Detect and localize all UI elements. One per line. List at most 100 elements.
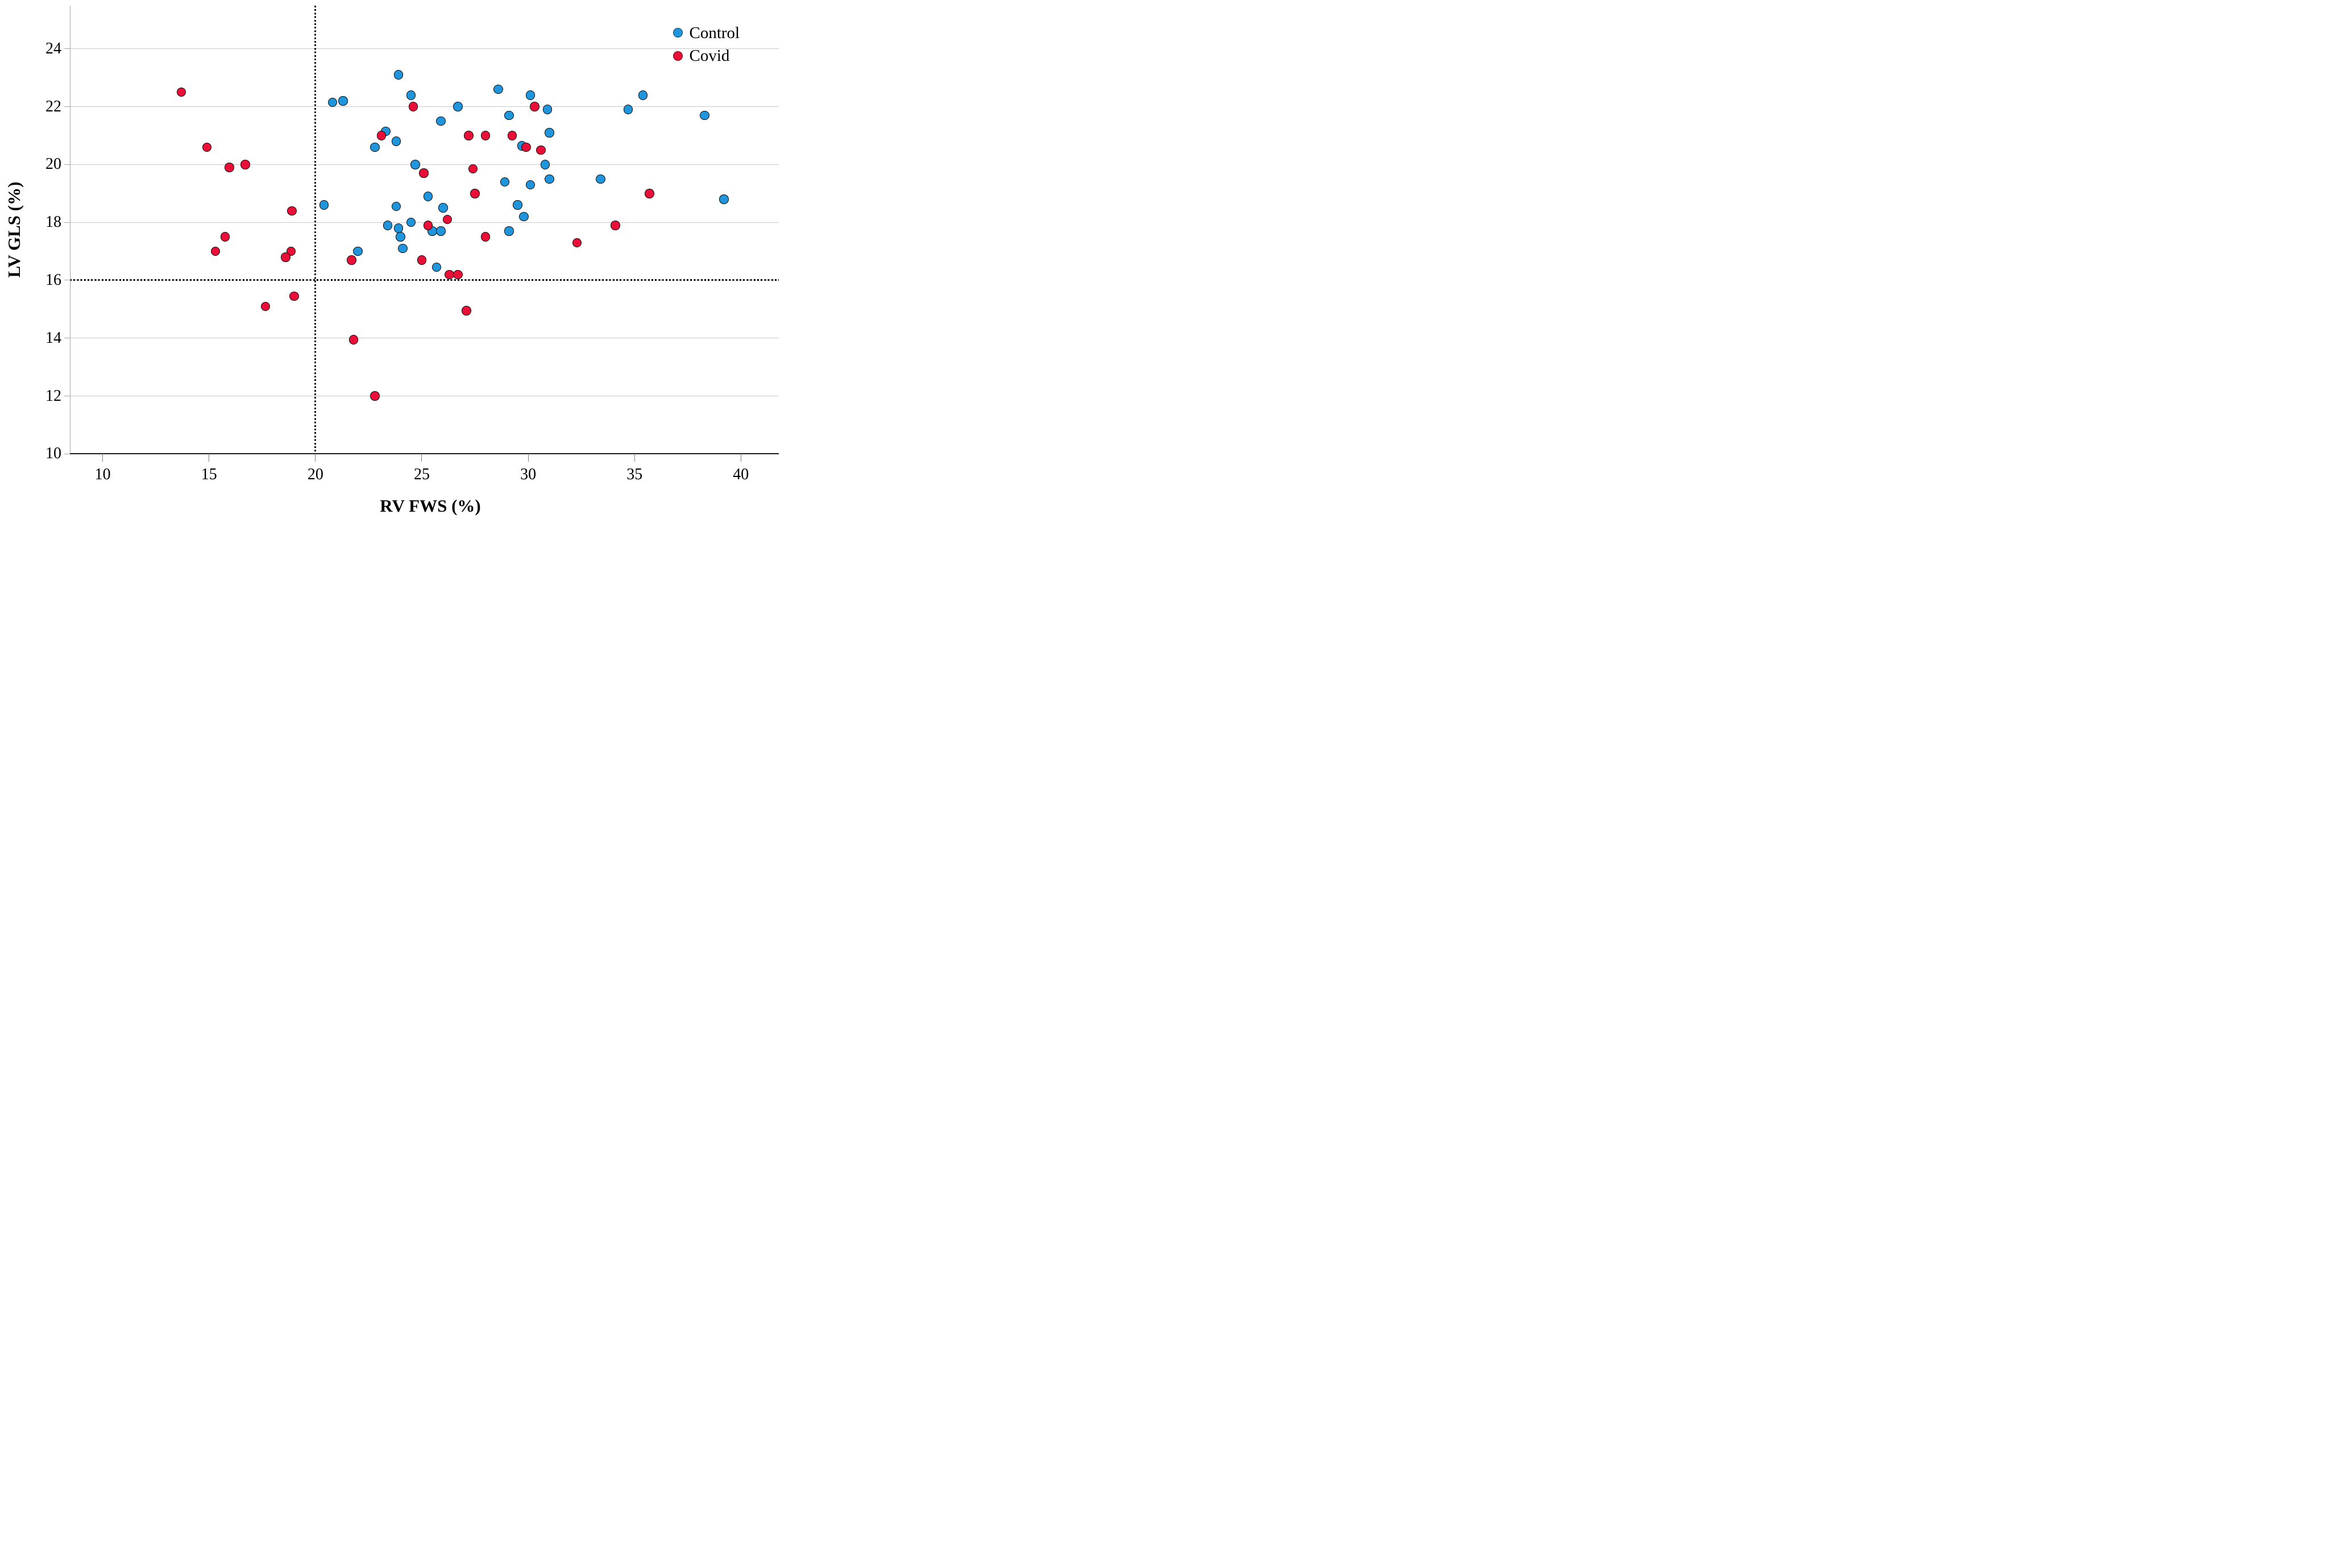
data-point-control xyxy=(353,246,363,256)
data-point-covid xyxy=(462,306,471,316)
y-axis-title: LV GLS (%) xyxy=(4,181,24,278)
data-point-covid xyxy=(289,291,299,301)
data-point-control xyxy=(396,232,405,242)
data-point-control xyxy=(398,243,408,254)
gridline-y-20 xyxy=(70,164,779,165)
y-tick-24 xyxy=(64,48,70,49)
data-point-covid xyxy=(417,255,427,265)
reference-line-x20 xyxy=(314,6,317,454)
data-point-control xyxy=(327,97,338,107)
data-point-control xyxy=(438,203,448,213)
reference-line-y16 xyxy=(70,279,779,281)
data-point-control xyxy=(436,116,446,126)
data-point-covid xyxy=(370,391,380,401)
y-tick-label-24: 24 xyxy=(45,39,61,57)
data-point-covid xyxy=(225,163,234,172)
gridline-y-24 xyxy=(70,48,779,49)
y-tick-label-10: 10 xyxy=(45,445,61,463)
x-axis-title: RV FWS (%) xyxy=(380,496,481,516)
data-point-covid xyxy=(240,160,250,169)
data-point-control xyxy=(542,105,552,114)
data-point-control xyxy=(504,226,514,236)
data-point-covid xyxy=(287,206,297,216)
data-point-control xyxy=(338,96,348,106)
data-point-control xyxy=(545,128,554,138)
data-point-covid xyxy=(536,145,546,155)
data-point-control xyxy=(393,70,404,80)
data-point-covid xyxy=(611,221,620,230)
data-point-covid xyxy=(281,252,290,262)
scatter-chart: 10 15 20 25 30 35 40 24 22 20 18 16 14 12 10 Control C… xyxy=(0,0,779,523)
data-point-control xyxy=(391,136,401,146)
data-point-control xyxy=(545,174,554,184)
gridline-y-22 xyxy=(70,106,779,107)
data-point-covid xyxy=(470,189,480,198)
x-tick-20 xyxy=(315,454,316,462)
data-point-control xyxy=(406,90,416,100)
data-point-control xyxy=(525,180,536,190)
data-point-covid xyxy=(260,301,271,312)
data-point-covid xyxy=(572,238,582,248)
data-point-covid xyxy=(202,142,212,152)
data-point-control xyxy=(638,90,648,100)
x-tick-label-10: 10 xyxy=(94,466,111,483)
data-point-covid xyxy=(347,255,356,265)
y-tick-label-20: 20 xyxy=(45,155,61,173)
x-tick-label-40: 40 xyxy=(733,466,749,483)
data-point-covid xyxy=(376,131,387,140)
x-tick-35 xyxy=(634,454,635,462)
data-point-covid xyxy=(468,164,478,174)
x-axis-line xyxy=(70,453,779,455)
legend-label-covid: Covid xyxy=(689,47,730,65)
y-tick-18 xyxy=(64,222,70,223)
x-tick-label-25: 25 xyxy=(413,466,430,483)
control-marker-icon xyxy=(673,28,683,38)
data-point-control xyxy=(513,200,522,210)
x-tick-25 xyxy=(421,454,422,462)
y-tick-label-22: 22 xyxy=(45,97,61,115)
y-tick-label-18: 18 xyxy=(45,213,61,231)
data-point-control xyxy=(391,201,401,211)
data-point-covid xyxy=(453,269,463,280)
data-point-control xyxy=(383,221,393,230)
data-point-control xyxy=(453,102,463,111)
covid-marker-icon xyxy=(673,51,683,61)
y-tick-22 xyxy=(64,106,70,107)
data-point-covid xyxy=(210,246,221,256)
data-point-covid xyxy=(419,168,429,178)
data-point-control xyxy=(525,90,536,100)
data-point-covid xyxy=(645,189,654,198)
data-point-control xyxy=(493,84,503,94)
data-point-covid xyxy=(464,131,474,140)
data-point-covid xyxy=(220,232,230,242)
x-tick-label-30: 30 xyxy=(520,466,537,483)
y-tick-label-12: 12 xyxy=(45,387,61,405)
y-tick-20 xyxy=(64,164,70,165)
data-point-covid xyxy=(530,102,539,111)
data-point-control xyxy=(500,177,510,187)
data-point-control xyxy=(596,174,605,184)
data-point-covid xyxy=(521,142,531,152)
data-point-covid xyxy=(507,131,517,140)
data-point-control xyxy=(519,211,529,222)
data-point-control xyxy=(700,110,709,121)
data-point-control xyxy=(623,105,633,114)
data-point-covid xyxy=(480,232,491,242)
x-tick-10 xyxy=(102,454,103,462)
data-point-control xyxy=(370,142,380,152)
x-tick-label-20: 20 xyxy=(307,466,323,483)
data-point-covid xyxy=(176,87,186,97)
data-point-control xyxy=(431,262,442,272)
data-point-covid xyxy=(480,131,491,140)
x-tick-label-35: 35 xyxy=(626,466,643,483)
data-point-control xyxy=(393,223,404,233)
y-tick-label-16: 16 xyxy=(45,271,61,289)
data-point-control xyxy=(423,192,433,201)
data-point-control xyxy=(540,160,550,169)
data-point-control xyxy=(406,217,416,227)
data-point-control xyxy=(436,226,446,236)
data-point-covid xyxy=(348,335,359,345)
data-point-control xyxy=(410,160,420,169)
data-point-covid xyxy=(423,221,433,230)
data-point-covid xyxy=(442,214,453,225)
